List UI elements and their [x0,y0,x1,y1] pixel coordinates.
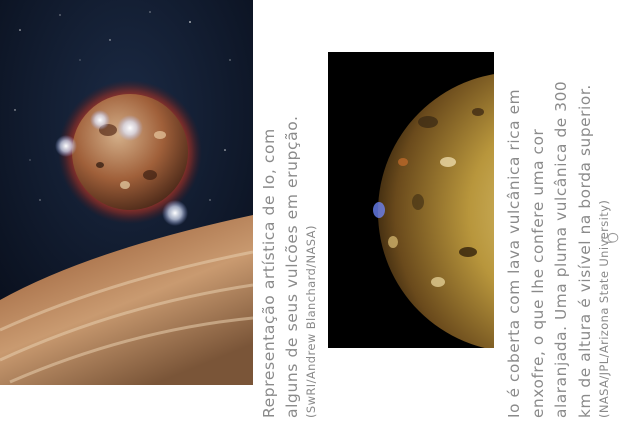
io-moon [72,94,188,210]
caption-line: Io é coberta com lava vulcânica rica em [505,88,523,418]
right-figure-caption: Io é coberta com lava vulcânica rica em … [503,81,612,418]
volcanic-plume [162,200,188,226]
jupiter-surface [0,215,253,385]
io-surface-features [388,108,484,287]
io-moon [378,74,494,348]
star-field [14,11,231,201]
jupiter-bands [0,250,253,384]
io-artistic-image [0,0,253,385]
volcanic-plume [55,135,77,157]
caption-line: Representação artística de Io, com [260,128,278,418]
io-photo [328,52,494,348]
page-number: 6 [599,231,624,245]
caption-line: km de altura é visível na borda superior… [575,84,594,418]
io-artistic-illustration [0,0,253,385]
caption-line: alguns de seus vulcões em erupção. [283,115,301,418]
io-photo-image [328,52,494,348]
image-credit: (SwRI/Andrew Blanchard/NASA) [304,225,318,418]
caption-line: enxofre, o que lhe confere uma cor [528,128,547,418]
volcanic-plume [90,110,110,130]
left-figure-caption: Representação artística de Io, com algun… [258,115,319,418]
volcanic-plume [373,202,385,218]
volcanic-plume [117,115,143,141]
caption-line: alaranjada. Uma pluma vulcânica de 300 [552,80,570,418]
